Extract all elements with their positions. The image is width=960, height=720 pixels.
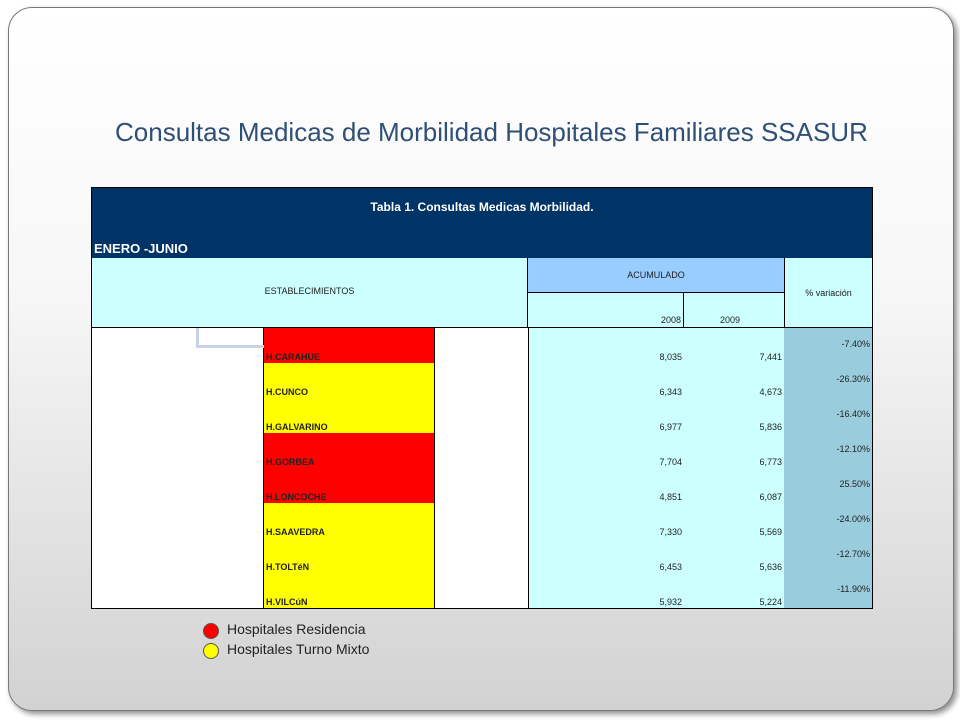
table-row-gap <box>434 538 528 573</box>
table-row-value-2008-text: 5,932 <box>659 597 682 607</box>
header-acumulado-label: ACUMULADO <box>627 270 685 280</box>
table-row-hospital-name: H.TOLTéN <box>264 538 434 573</box>
table-left-column <box>92 328 264 608</box>
table-row-value-2009: 4,673 <box>684 363 784 398</box>
table-row-variation: -16.40% <box>784 398 872 433</box>
table-row-value-2008: 7,704 <box>528 433 684 468</box>
table-row-gap <box>434 503 528 538</box>
table-row-value-2009-text: 6,773 <box>759 457 782 467</box>
table-row-variation: 25.50% <box>784 468 872 503</box>
table-row-value-2008-text: 7,704 <box>659 457 682 467</box>
table-row-hospital-name-text: H.CARAHUE <box>266 352 320 362</box>
table-row-hospital-name-text: H.TOLTéN <box>266 562 310 572</box>
legend-color-dot <box>203 623 219 639</box>
table-row-hospital-name-text: H.LONCOCHE <box>266 492 327 502</box>
table-row-value-2009: 5,224 <box>684 573 784 608</box>
table-row-variation-text: 25.50% <box>839 479 870 489</box>
legend-label: Hospitales Turno Mixto <box>227 641 370 657</box>
table-row-value-2009-text: 5,224 <box>759 597 782 607</box>
table-row-value-2008: 6,977 <box>528 398 684 433</box>
table-row-gap <box>434 363 528 398</box>
header-year2-label: 2009 <box>720 315 741 325</box>
table-row-value-2009-text: 5,569 <box>759 527 782 537</box>
table-row-gap <box>434 468 528 503</box>
table-row-value-2009-text: 4,673 <box>759 387 782 397</box>
table-row-value-2008-text: 8,035 <box>659 352 682 362</box>
table-header: Tabla 1. Consultas Medicas Morbilidad. E… <box>92 188 872 258</box>
table-row-value-2009: 6,087 <box>684 468 784 503</box>
table-row-value-2009: 6,773 <box>684 433 784 468</box>
table-row-variation: -26.30% <box>784 363 872 398</box>
table-row-hospital-name-text: H.GALVARINO <box>266 422 328 432</box>
table-row-hospital-name: H.CARAHUE <box>264 328 434 363</box>
table-row-hospital-name: H.GALVARINO <box>264 398 434 433</box>
table-row-value-2009: 5,569 <box>684 503 784 538</box>
table-row-value-2008-text: 4,851 <box>659 492 682 502</box>
table-row-variation-text: -26.30% <box>836 374 870 384</box>
table-row-value-2008-text: 6,453 <box>659 562 682 572</box>
table-row-variation: -24.00% <box>784 503 872 538</box>
period-label: ENERO -JUNIO <box>94 241 188 256</box>
morbidity-table: Tabla 1. Consultas Medicas Morbilidad. E… <box>91 187 873 609</box>
table-row-value-2008: 7,330 <box>528 503 684 538</box>
header-year-2008: 2008 <box>528 293 684 328</box>
table-row-variation: -12.10% <box>784 433 872 468</box>
table-subtitle: Tabla 1. Consultas Medicas Morbilidad. <box>370 200 594 214</box>
table-row-variation: -12.70% <box>784 538 872 573</box>
table-row-value-2008: 5,932 <box>528 573 684 608</box>
table-row-value-2008: 4,851 <box>528 468 684 503</box>
table-row-hospital-name: H.CUNCO <box>264 363 434 398</box>
header-variacion: % variación <box>784 258 872 328</box>
table-row-value-2009-text: 5,636 <box>759 562 782 572</box>
table-row-hospital-name: H.GORBEA <box>264 433 434 468</box>
table-row-hospital-name-text: H.SAAVEDRA <box>266 527 325 537</box>
table-row-gap <box>434 573 528 608</box>
table-row-value-2009-text: 7,441 <box>759 352 782 362</box>
table-row-variation: -11.90% <box>784 573 872 608</box>
table-row-hospital-name: H.LONCOCHE <box>264 468 434 503</box>
table-row-hospital-name-text: H.VILCúN <box>266 597 308 607</box>
header-variacion-label: % variación <box>805 288 852 298</box>
header-year-2009: 2009 <box>684 293 784 328</box>
legend-label: Hospitales Residencia <box>227 621 366 637</box>
header-year1-label: 2008 <box>660 315 681 325</box>
table-row-value-2008: 8,035 <box>528 328 684 363</box>
table-row-value-2009: 7,441 <box>684 328 784 363</box>
table-row-value-2009: 5,836 <box>684 398 784 433</box>
header-acumulado: ACUMULADO <box>528 258 784 293</box>
table-row-hospital-name: H.SAAVEDRA <box>264 503 434 538</box>
table-row-value-2009: 5,636 <box>684 538 784 573</box>
table-row-variation-text: -16.40% <box>836 409 870 419</box>
table-row-variation-text: -12.70% <box>836 549 870 559</box>
table-row-variation-text: -7.40% <box>841 339 870 349</box>
header-establecimientos: ESTABLECIMIENTOS <box>92 258 528 328</box>
table-row-variation: -7.40% <box>784 328 872 363</box>
table-row-value-2008-text: 6,343 <box>659 387 682 397</box>
slide-title: Consultas Medicas de Morbilidad Hospital… <box>115 117 868 147</box>
table-row-value-2009-text: 6,087 <box>759 492 782 502</box>
table-row-value-2008-text: 7,330 <box>659 527 682 537</box>
table-row-hospital-name: H.VILCúN <box>264 573 434 608</box>
legend-color-dot <box>203 643 219 659</box>
table-row-hospital-name-text: H.CUNCO <box>266 387 308 397</box>
table-row-value-2009-text: 5,836 <box>759 422 782 432</box>
table-row-variation-text: -12.10% <box>836 444 870 454</box>
header-establecimientos-label: ESTABLECIMIENTOS <box>264 286 355 296</box>
table-row-value-2008-text: 6,977 <box>659 422 682 432</box>
table-row-gap <box>434 328 528 363</box>
table-row-hospital-name-text: H.GORBEA <box>266 457 315 467</box>
slide: Consultas Medicas de Morbilidad Hospital… <box>8 7 954 711</box>
table-row-gap <box>434 433 528 468</box>
table-row-value-2008: 6,453 <box>528 538 684 573</box>
table-row-gap <box>434 398 528 433</box>
table-row-variation-text: -11.90% <box>837 584 870 594</box>
table-row-value-2008: 6,343 <box>528 363 684 398</box>
table-row-variation-text: -24.00% <box>836 514 870 524</box>
